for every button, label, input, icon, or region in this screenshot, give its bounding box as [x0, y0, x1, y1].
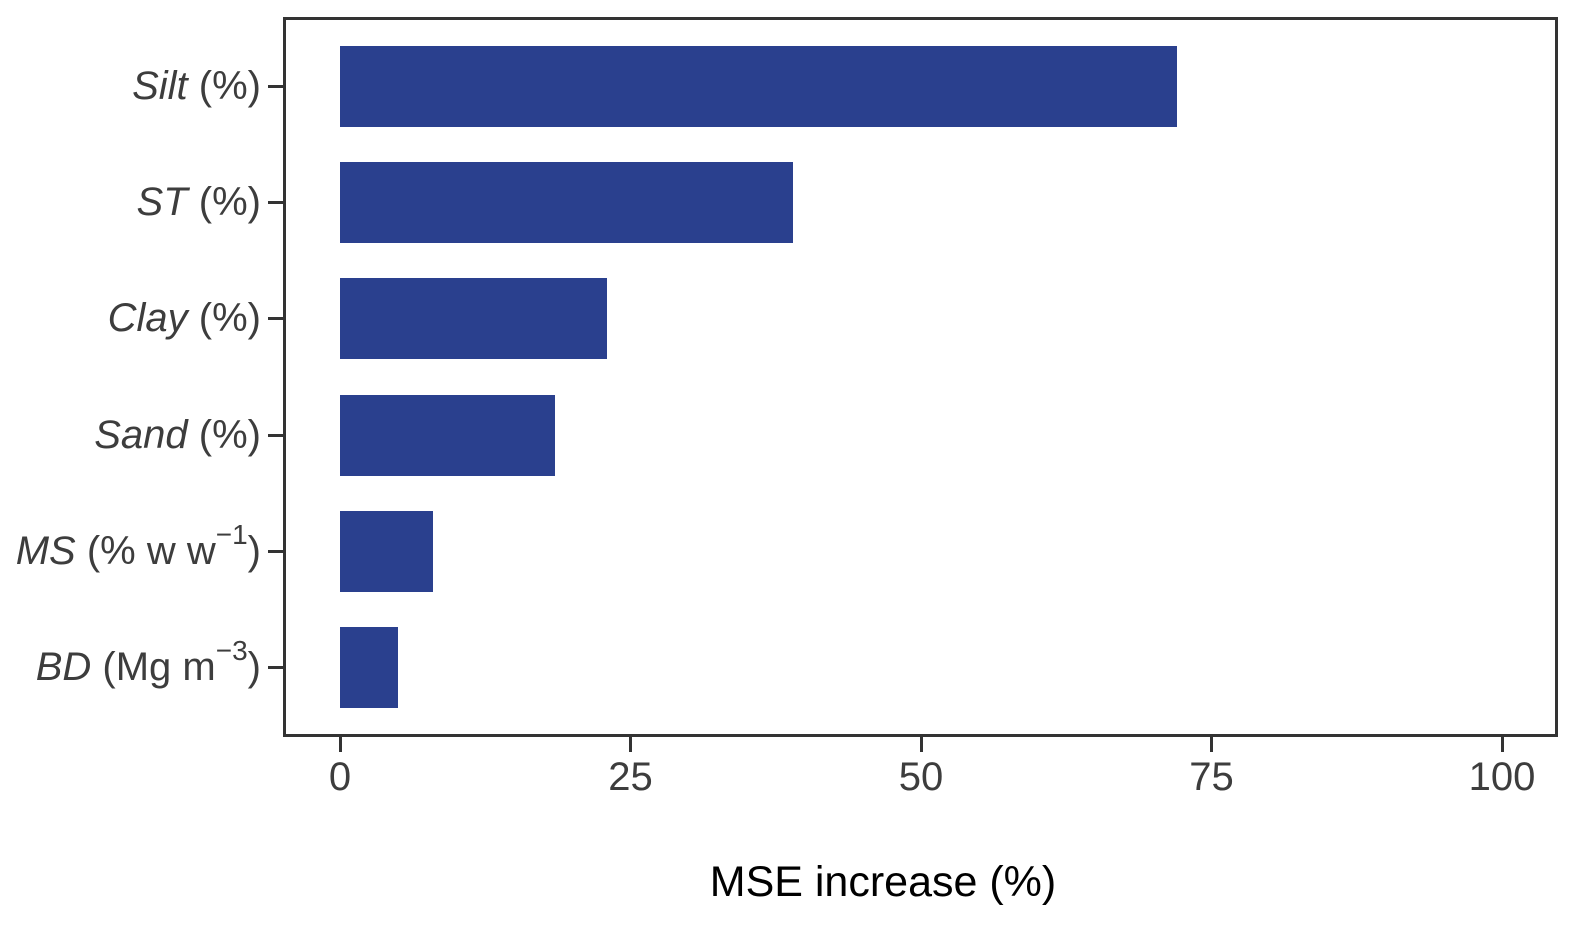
- y-tick: [268, 201, 283, 205]
- x-tick: [919, 737, 923, 752]
- y-label-unit: (%): [187, 64, 261, 109]
- bar-st: [340, 162, 794, 244]
- x-tick-label: 75: [1189, 755, 1234, 799]
- y-label-variable: BD: [35, 644, 92, 689]
- x-tick: [1500, 737, 1504, 752]
- y-label-unit: (%): [187, 180, 261, 225]
- y-axis-label: ST (%): [0, 171, 261, 235]
- y-axis-label: Sand (%): [0, 403, 261, 467]
- y-label-variable: Clay: [107, 296, 188, 341]
- x-tick-label: 100: [1468, 755, 1536, 799]
- x-tick-label: 0: [328, 755, 352, 799]
- y-label-unit: (%): [187, 412, 261, 457]
- bar-sand: [340, 394, 555, 476]
- y-axis-label: Clay (%): [0, 287, 261, 351]
- x-tick-label: 25: [608, 755, 653, 799]
- y-axis-label: BD (Mg m −3): [0, 635, 261, 699]
- y-label-variable: Sand: [94, 412, 188, 457]
- y-label-unit-close: ): [247, 644, 261, 689]
- y-label-unit: (Mg m: [91, 644, 216, 689]
- y-label-variable: Silt: [132, 64, 188, 109]
- y-label-exponent: −1: [215, 519, 248, 551]
- bar-clay: [340, 278, 608, 360]
- y-label-variable: MS: [15, 528, 76, 573]
- bar-silt: [340, 46, 1177, 128]
- y-label-unit: (%): [187, 296, 261, 341]
- y-tick: [268, 433, 283, 437]
- y-axis-label: MS (% w w −1): [0, 519, 261, 583]
- y-tick: [268, 85, 283, 89]
- y-label-variable: ST: [136, 180, 188, 225]
- y-label-exponent: −3: [215, 635, 248, 667]
- y-tick: [268, 549, 283, 553]
- y-tick: [268, 317, 283, 321]
- x-tick: [1210, 737, 1213, 752]
- x-axis-title: MSE increase (%): [709, 858, 1057, 906]
- y-label-unit: (% w w: [75, 528, 216, 573]
- plot-panel: [283, 17, 1558, 737]
- x-tick-label: 50: [898, 755, 944, 799]
- y-tick: [268, 665, 283, 669]
- bar-bd: [340, 626, 399, 708]
- x-tick: [338, 737, 342, 752]
- bar-ms: [340, 510, 433, 592]
- y-label-unit-close: ): [247, 528, 261, 573]
- y-axis-label: Silt (%): [0, 55, 261, 119]
- x-tick: [629, 737, 632, 752]
